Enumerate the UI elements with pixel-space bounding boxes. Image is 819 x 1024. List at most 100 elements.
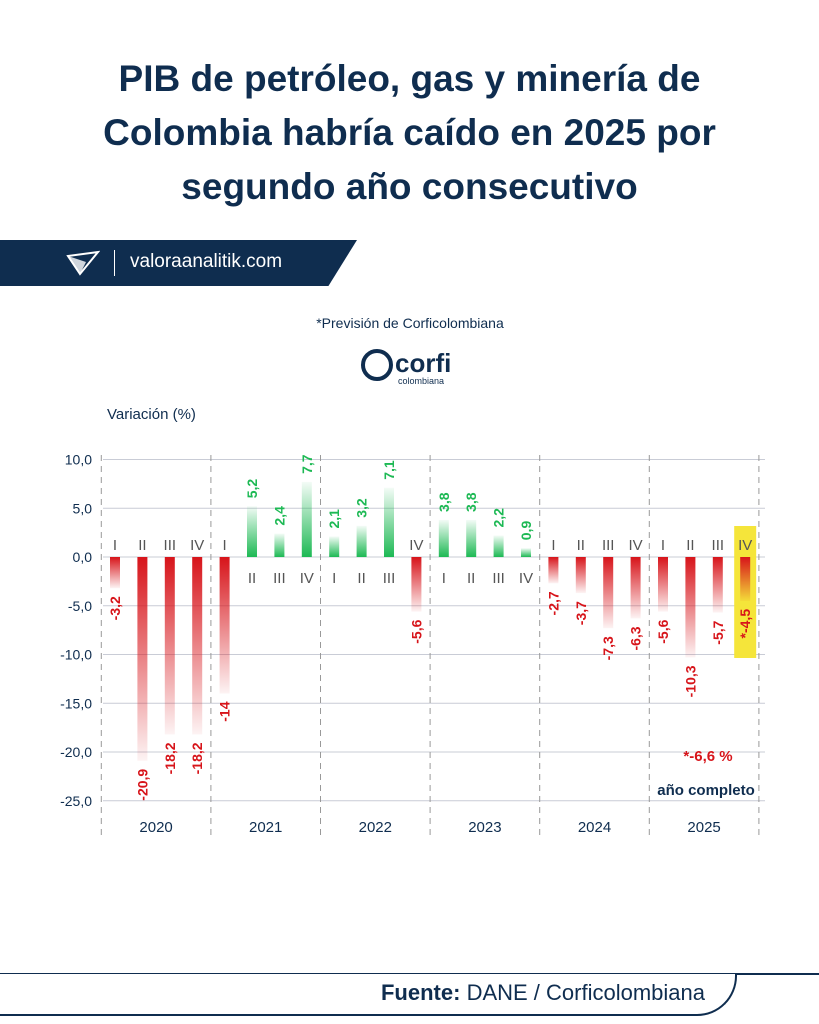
quarter-label: II xyxy=(577,537,585,554)
bar xyxy=(630,557,641,619)
value-label: 2,2 xyxy=(491,508,507,528)
quarter-label: I xyxy=(332,570,336,587)
value-label: -20,9 xyxy=(134,769,150,801)
value-label: -7,3 xyxy=(600,636,616,660)
quarter-label: IV xyxy=(629,537,643,554)
source-value: DANE / Corficolombiana xyxy=(466,980,705,1005)
value-label: 3,8 xyxy=(436,492,452,512)
quarter-label: II xyxy=(138,537,146,554)
bar xyxy=(521,548,531,557)
year-label: 2024 xyxy=(578,819,611,836)
quarter-label: III xyxy=(164,537,177,554)
annual-forecast-value: *-6,6 % xyxy=(683,748,732,765)
chart-note: *Previsión de Corficolombiana xyxy=(316,315,504,331)
source-text: Fuente: DANE / Corficolombiana xyxy=(381,980,705,1006)
quarter-label: III xyxy=(492,570,505,587)
quarter-label: III xyxy=(273,570,286,587)
value-label: 3,2 xyxy=(354,498,370,518)
brand-banner: valoraanalitik.com xyxy=(0,240,357,286)
annual-forecast-caption: año completo xyxy=(657,782,755,799)
quarter-label: III xyxy=(602,537,615,554)
valora-logo-icon xyxy=(66,250,100,276)
quarter-label: I xyxy=(661,537,665,554)
quarter-label: I xyxy=(442,570,446,587)
bar xyxy=(219,557,230,694)
value-label: -5,6 xyxy=(408,619,424,643)
divider xyxy=(114,250,115,276)
bar xyxy=(247,506,257,557)
bar xyxy=(329,536,340,557)
bar xyxy=(384,487,394,557)
year-label: 2023 xyxy=(468,819,501,836)
bar xyxy=(685,557,696,658)
value-label: -5,6 xyxy=(655,619,671,643)
bar xyxy=(438,519,449,557)
value-label: *-4,5 xyxy=(737,609,753,639)
quarter-label: IV xyxy=(190,537,204,554)
year-label: 2021 xyxy=(249,819,282,836)
value-label: 2,1 xyxy=(326,509,342,529)
y-tick-label: -25,0 xyxy=(60,793,92,809)
quarter-label: III xyxy=(712,537,725,554)
value-label: -18,2 xyxy=(189,742,205,774)
bar xyxy=(466,519,477,557)
bar xyxy=(274,533,285,557)
y-tick-label: -5,0 xyxy=(68,598,92,614)
value-label: 5,2 xyxy=(244,479,260,499)
y-tick-label: 10,0 xyxy=(65,452,92,468)
year-label: 2020 xyxy=(139,819,172,836)
value-label: 7,7 xyxy=(299,454,315,474)
value-label: -10,3 xyxy=(682,665,698,697)
bar xyxy=(603,557,614,629)
bar xyxy=(356,525,367,557)
value-label: 7,1 xyxy=(381,460,397,480)
year-label: 2022 xyxy=(359,819,392,836)
bar xyxy=(493,535,504,557)
y-tick-label: 5,0 xyxy=(73,500,93,516)
value-label: -5,7 xyxy=(710,620,726,644)
bar xyxy=(192,557,203,735)
value-label: -18,2 xyxy=(162,742,178,774)
quarter-label: IV xyxy=(738,537,752,554)
bar xyxy=(411,557,422,612)
quarter-label: IV xyxy=(519,570,533,587)
title-line: segundo año consecutivo xyxy=(181,166,638,207)
quarter-label: IV xyxy=(409,537,423,554)
value-label: 0,9 xyxy=(518,521,534,541)
quarter-label: I xyxy=(551,537,555,554)
y-tick-label: -20,0 xyxy=(60,744,92,760)
bar xyxy=(137,557,148,761)
site-name[interactable]: valoraanalitik.com xyxy=(130,251,283,272)
y-tick-label: -15,0 xyxy=(60,695,92,711)
quarter-label: II xyxy=(686,537,694,554)
quarter-label: II xyxy=(248,570,256,587)
quarter-label: III xyxy=(383,570,396,587)
corfi-logo-icon xyxy=(361,349,393,381)
footer: Fuente: DANE / Corficolombiana xyxy=(0,974,737,1016)
page-title: PIB de petróleo, gas y minería de Colomb… xyxy=(0,52,819,214)
bar xyxy=(301,481,312,557)
title-line: PIB de petróleo, gas y minería de xyxy=(118,58,701,99)
bar xyxy=(575,557,586,594)
value-label: -14 xyxy=(217,701,233,721)
quarter-label: I xyxy=(113,537,117,554)
source-label: Fuente: xyxy=(380,980,461,1005)
y-axis-label: Variación (%) xyxy=(107,406,196,423)
y-tick-label: -10,0 xyxy=(60,647,92,663)
y-tick-label: 0,0 xyxy=(73,549,93,565)
bar xyxy=(712,557,723,613)
value-label: -3,7 xyxy=(573,601,589,625)
bar xyxy=(164,557,175,735)
value-label: -3,2 xyxy=(107,596,123,620)
quarter-label: I xyxy=(223,537,227,554)
value-label: -2,7 xyxy=(545,591,561,615)
bar xyxy=(740,557,751,601)
quarter-label: II xyxy=(357,570,365,587)
quarter-label: IV xyxy=(300,570,314,587)
value-label: -6,3 xyxy=(628,626,644,650)
bar xyxy=(548,557,559,584)
year-label: 2025 xyxy=(687,819,720,836)
quarter-label: II xyxy=(467,570,475,587)
corfi-logo: corfi colombiana xyxy=(361,348,451,386)
